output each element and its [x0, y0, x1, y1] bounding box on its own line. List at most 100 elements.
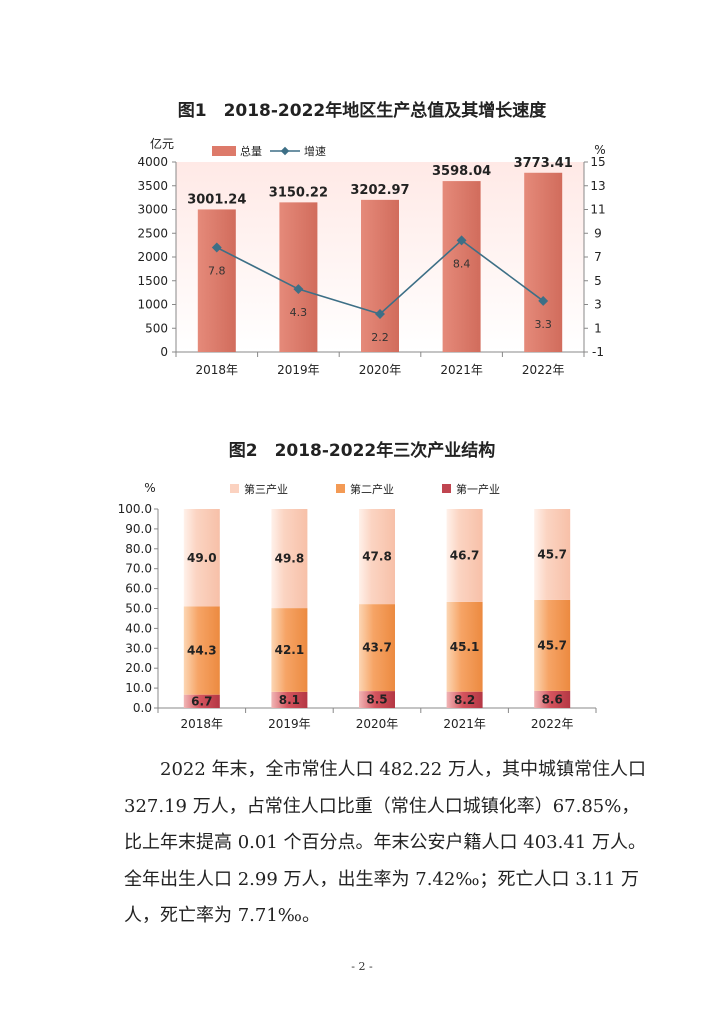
paragraph-line: 人，死亡率为 7.71‰。: [124, 905, 320, 926]
population-paragraph: 2022 年末，全市常住人口 482.22 万人，其中城镇常住人口 327.19…: [124, 752, 646, 935]
y-tick-label: 1500: [137, 274, 168, 288]
gdp-bar: [361, 199, 399, 352]
legend-swatch: [442, 484, 451, 493]
secondary-industry-segment-label: 43.7: [362, 641, 392, 655]
growth-marker: [375, 309, 385, 319]
growth-label: 4.3: [290, 306, 308, 319]
legend-swatch-total: [212, 146, 236, 156]
page-number: - 2 -: [351, 960, 373, 973]
y-tick-label: 2500: [137, 226, 168, 240]
y2-tick-label: 5: [594, 274, 602, 288]
paragraph-line: 2022 年末，全市常住人口 482.22 万人，其中城镇常住人口: [124, 759, 646, 780]
y-tick-label: 10.0: [125, 681, 152, 695]
y-axis-unit: 亿元: [150, 136, 174, 151]
legend-label-growth: 增速: [304, 144, 326, 158]
y-tick-label: 4000: [137, 155, 168, 169]
industry-structure-chart: 0.0 10.0 20.0 30.0 40.0 50.0 60.0 70.0 80.0 90.0 1…: [118, 481, 597, 731]
secondary-industry-segment-label: 45.1: [450, 640, 480, 654]
gdp-bar-label: 3773.41: [514, 156, 573, 171]
y-tick-label: 3500: [137, 179, 168, 193]
gdp-bar: [524, 172, 563, 352]
legend-swatch: [336, 484, 345, 493]
primary-industry-segment-label: 8.5: [366, 693, 387, 707]
y-tick-label: 50.0: [125, 602, 152, 616]
y-axis-unit: %: [144, 481, 155, 495]
growth-marker: [293, 284, 304, 295]
secondary-industry-segment-label: 44.3: [187, 644, 217, 658]
gdp-chart: 05001000150020002500300035004000-1135791…: [137, 136, 605, 377]
y-tick-label: 30.0: [125, 641, 152, 655]
y-tick-label: 3000: [137, 203, 168, 217]
tertiary-industry-segment: [359, 509, 395, 605]
primary-industry-segment: [534, 690, 571, 708]
tertiary-industry-segment: [534, 509, 571, 600]
x-tick-label: 2020年: [356, 717, 399, 731]
tertiary-industry-segment-label: 49.8: [275, 552, 305, 566]
y-tick-label: 1000: [137, 298, 168, 312]
tertiary-industry-segment: [183, 509, 220, 607]
legend-label: 第三产业: [244, 482, 288, 496]
x-tick-label: 2019年: [268, 717, 311, 731]
y-tick-label: 40.0: [125, 621, 152, 635]
y2-tick-label: 3: [594, 298, 602, 312]
gdp-bar-label: 3001.24: [187, 192, 246, 207]
y-tick-label: 70.0: [125, 562, 152, 576]
y2-tick-label: 11: [590, 203, 605, 217]
growth-marker: [456, 235, 467, 246]
tertiary-industry-segment-label: 45.7: [537, 547, 567, 561]
paragraph-line: 比上年末提高 0.01 个百分点。年末公安户籍人口 403.41 万人。: [124, 832, 646, 853]
legend-marker-growth: [280, 146, 290, 156]
tertiary-industry-segment-label: 47.8: [362, 550, 392, 564]
y-tick-label: 90.0: [125, 522, 152, 536]
gdp-bar: [197, 209, 236, 352]
y2-tick-label: 1: [594, 321, 602, 335]
x-tick-label: 2019年: [277, 363, 320, 377]
tertiary-industry-segment-label: 49.0: [187, 551, 217, 565]
gdp-bar-label: 3150.22: [269, 185, 328, 200]
gdp-bar-label: 3598.04: [432, 164, 491, 179]
growth-marker: [211, 242, 222, 253]
secondary-industry-segment: [183, 606, 220, 695]
y-tick-label: 60.0: [125, 582, 152, 596]
figure-2-title: 图2 2018-2022年三次产业结构: [228, 441, 496, 461]
y2-tick-label: 9: [594, 226, 602, 240]
growth-marker: [538, 295, 549, 306]
y-tick-label: 100.0: [118, 502, 152, 516]
primary-industry-segment: [271, 691, 308, 708]
x-tick-label: 2020年: [359, 363, 402, 377]
tertiary-industry-segment-label: 46.7: [450, 548, 480, 562]
y2-tick-label: 13: [590, 179, 605, 193]
x-tick-label: 2022年: [522, 363, 565, 377]
legend-label: 第一产业: [456, 482, 500, 496]
x-tick-label: 2018年: [196, 363, 239, 377]
y-tick-label: 500: [145, 321, 168, 335]
x-tick-label: 2018年: [181, 717, 224, 731]
secondary-industry-segment: [534, 599, 571, 691]
x-tick-label: 2021年: [443, 717, 486, 731]
y2-tick-label: 7: [594, 250, 602, 264]
secondary-industry-segment: [271, 608, 308, 692]
tertiary-industry-segment: [446, 509, 483, 602]
paragraph-line: 327.19 万人，占常住人口比重（常住人口城镇化率）67.85%，: [124, 795, 640, 817]
y2-tick-label: 15: [590, 155, 605, 169]
secondary-industry-segment-label: 45.7: [537, 638, 567, 652]
legend-label: 第二产业: [350, 482, 394, 496]
y-tick-label: 0.0: [133, 701, 152, 715]
secondary-industry-segment-label: 42.1: [275, 643, 305, 657]
y-tick-label: 20.0: [125, 661, 152, 675]
legend-label-total: 总量: [240, 144, 262, 158]
growth-label: 3.3: [534, 318, 552, 331]
primary-industry-segment: [359, 691, 395, 708]
primary-industry-segment-label: 8.6: [542, 692, 563, 706]
figure-1-title: 图1 2018-2022年地区生产总值及其增长速度: [177, 101, 547, 121]
primary-industry-segment: [446, 691, 483, 708]
y-tick-label: 80.0: [125, 542, 152, 556]
y-tick-label: 2000: [137, 250, 168, 264]
y2-tick-label: -1: [592, 345, 604, 359]
primary-industry-segment-label: 8.2: [454, 693, 475, 707]
secondary-industry-segment: [446, 601, 483, 692]
growth-label: 7.8: [208, 265, 226, 278]
primary-industry-segment-label: 8.1: [279, 693, 300, 707]
growth-label: 2.2: [371, 331, 389, 344]
primary-industry-segment: [183, 694, 220, 708]
